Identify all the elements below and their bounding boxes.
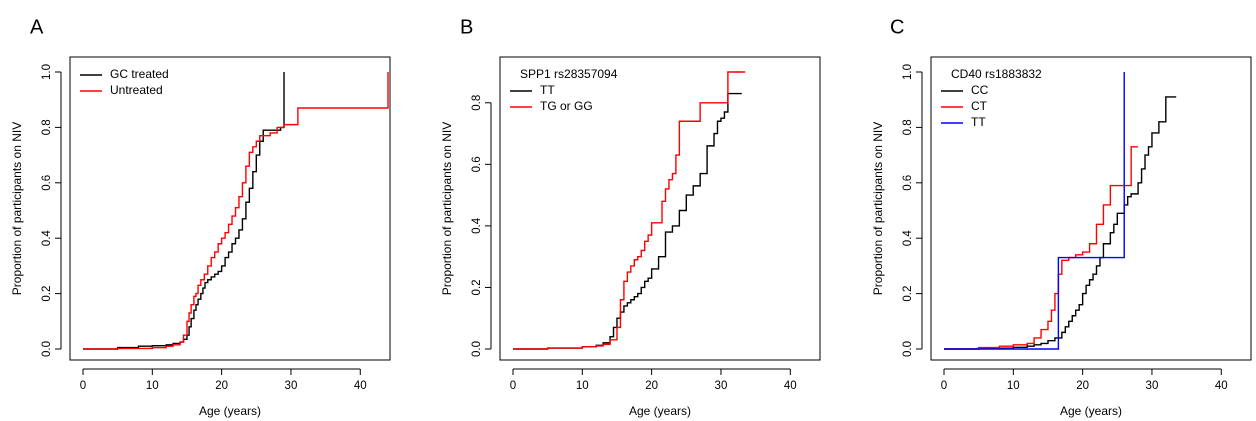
x-axis-title: Age (years) bbox=[629, 404, 691, 418]
y-tick-label: 0.6 bbox=[41, 175, 53, 191]
y-tick-label: 0.0 bbox=[902, 341, 914, 357]
x-tick-label: 40 bbox=[1215, 380, 1228, 392]
x-tick-label: 20 bbox=[215, 380, 228, 392]
x-tick-label: 30 bbox=[715, 380, 728, 392]
x-tick-label: 30 bbox=[1146, 380, 1159, 392]
y-tick-label: 0.8 bbox=[902, 119, 914, 135]
x-tick-label: 10 bbox=[146, 380, 159, 392]
panel-b: B 0 10 20 30 40 0.0 0.2 0.4 0.6 0.8 Age (years) Prop… bbox=[440, 16, 821, 418]
y-axis-title: Proportion of participants on NIV bbox=[440, 122, 454, 295]
series-line-cc bbox=[944, 96, 1177, 350]
y-tick-label: 0.2 bbox=[471, 279, 483, 295]
y-tick-label: 0.2 bbox=[902, 286, 914, 302]
y-tick-label: 0.6 bbox=[902, 175, 914, 191]
y-tick-label: 1.0 bbox=[41, 64, 53, 80]
legend-label: CT bbox=[971, 99, 988, 113]
y-tick-label: 0.8 bbox=[471, 95, 483, 111]
series-line-tt bbox=[944, 72, 1125, 350]
legend-label: Untreated bbox=[110, 83, 163, 97]
plot-frame bbox=[499, 56, 821, 361]
x-axis-title: Age (years) bbox=[199, 404, 261, 418]
legend-label: TT bbox=[971, 115, 986, 129]
plot-frame bbox=[930, 56, 1252, 361]
legend-title: CD40 rs1883832 bbox=[951, 67, 1042, 81]
legend-label: GC treated bbox=[110, 67, 169, 81]
x-tick-label: 20 bbox=[1076, 380, 1089, 392]
y-tick-label: 0.4 bbox=[471, 217, 483, 234]
x-tick-label: 40 bbox=[784, 380, 797, 392]
x-tick-label: 0 bbox=[510, 380, 516, 392]
x-tick-label: 10 bbox=[1007, 380, 1020, 392]
series-line-untreated bbox=[83, 72, 389, 350]
y-tick-label: 0.0 bbox=[471, 341, 483, 357]
series-line-tg-or-gg bbox=[513, 71, 746, 350]
legend-label: CC bbox=[971, 83, 989, 97]
panel-letter: C bbox=[890, 16, 904, 38]
y-tick-label: 1.0 bbox=[902, 64, 914, 80]
y-axis-title: Proportion of participants on NIV bbox=[871, 122, 885, 295]
y-tick-label: 0.2 bbox=[41, 286, 53, 302]
x-tick-label: 0 bbox=[80, 380, 86, 392]
y-axis-title: Proportion of participants on NIV bbox=[10, 122, 24, 295]
panel-letter: A bbox=[30, 16, 44, 38]
legend-title: SPP1 rs28357094 bbox=[520, 67, 618, 81]
x-axis-title: Age (years) bbox=[1060, 404, 1122, 418]
x-tick-label: 20 bbox=[645, 380, 658, 392]
y-tick-label: 0.4 bbox=[41, 230, 53, 247]
y-tick-label: 0.0 bbox=[41, 341, 53, 357]
x-tick-label: 0 bbox=[941, 380, 947, 392]
series-line-gc-treated bbox=[83, 72, 285, 350]
legend-label: TG or GG bbox=[540, 99, 593, 113]
series-line-tt bbox=[513, 92, 742, 350]
x-tick-label: 30 bbox=[285, 380, 298, 392]
plot-frame bbox=[69, 56, 391, 361]
x-tick-label: 10 bbox=[576, 380, 589, 392]
y-tick-label: 0.4 bbox=[902, 230, 914, 247]
legend-label: TT bbox=[540, 83, 555, 97]
panel-c: C 0 10 20 30 40 0.0 0.2 0.4 0.6 0.8 1.0 Age (years) P… bbox=[871, 16, 1252, 418]
series-line-ct bbox=[944, 146, 1139, 350]
y-tick-label: 0.6 bbox=[471, 156, 483, 172]
panel-a: A 0 10 20 30 40 0.0 0.2 0.4 0.6 0.8 1.0 Age (years) P… bbox=[10, 16, 391, 418]
x-tick-label: 40 bbox=[354, 380, 367, 392]
panel-letter: B bbox=[460, 16, 473, 38]
y-tick-label: 0.8 bbox=[41, 119, 53, 135]
